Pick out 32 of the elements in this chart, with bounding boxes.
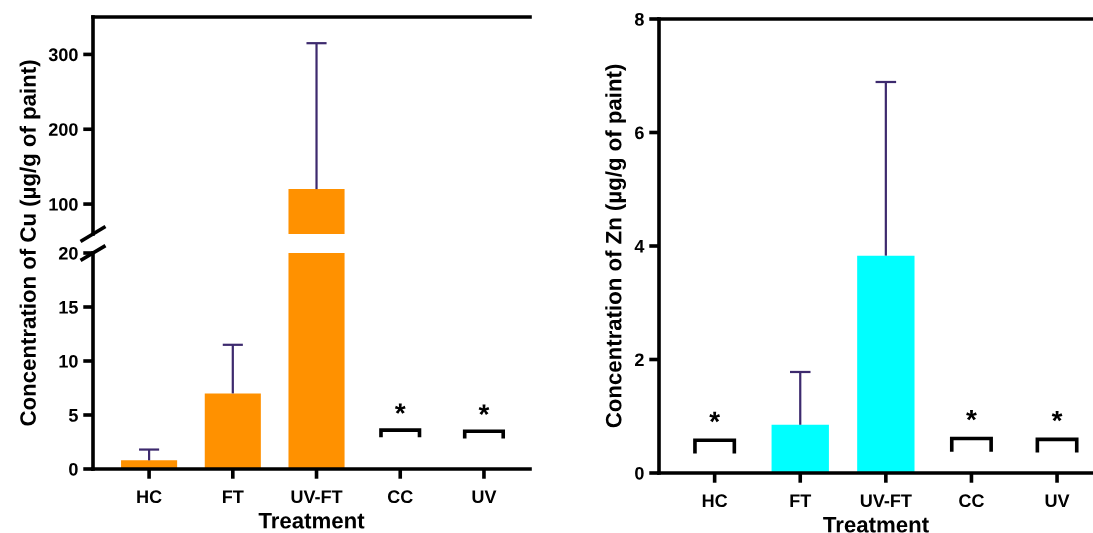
x-axis-title: Treatment bbox=[258, 513, 365, 529]
x-tick-label: UV bbox=[472, 490, 497, 504]
y-tick-label: 20 bbox=[58, 246, 78, 260]
annotation: * bbox=[1051, 410, 1063, 422]
x-tick-label: FT bbox=[790, 494, 812, 507]
x-tick-label: UV-FT bbox=[291, 490, 343, 504]
x-axis-title: Treatment bbox=[823, 517, 929, 533]
x-tick-label: UV bbox=[1045, 494, 1070, 508]
y-tick-label: 100 bbox=[49, 198, 78, 211]
y-tick-label: 200 bbox=[48, 123, 78, 136]
annotation: * bbox=[966, 409, 977, 421]
y-tick-label: 2 bbox=[635, 353, 644, 367]
annotation: * bbox=[478, 404, 490, 415]
y-tick-label: 15 bbox=[59, 301, 78, 314]
annotation: * bbox=[709, 411, 721, 423]
x-tick-label: CC bbox=[387, 490, 413, 504]
x-tick-label: CC bbox=[959, 494, 984, 508]
y-tick-label: 4 bbox=[634, 240, 645, 253]
y-tick-label: 5 bbox=[68, 409, 78, 422]
x-tick-label: UV-FT bbox=[860, 494, 912, 508]
y-tick-label: 0 bbox=[69, 462, 78, 476]
y-tick-label: 8 bbox=[634, 12, 644, 26]
x-tick-label: HC bbox=[137, 490, 162, 504]
annotation: * bbox=[394, 403, 406, 414]
x-tick-label: FT bbox=[222, 490, 244, 503]
y-tick-label: 6 bbox=[635, 126, 644, 140]
y-axis-title: Concentration of Cu (µg/g of paint) bbox=[19, 60, 41, 426]
y-tick-label: 10 bbox=[59, 354, 78, 368]
x-tick-label: HC bbox=[702, 494, 728, 508]
y-axis-title: Concentration of Zn (µg/g of paint) bbox=[605, 64, 627, 428]
y-tick-label: 0 bbox=[635, 466, 644, 480]
y-tick-label: 300 bbox=[48, 48, 78, 62]
